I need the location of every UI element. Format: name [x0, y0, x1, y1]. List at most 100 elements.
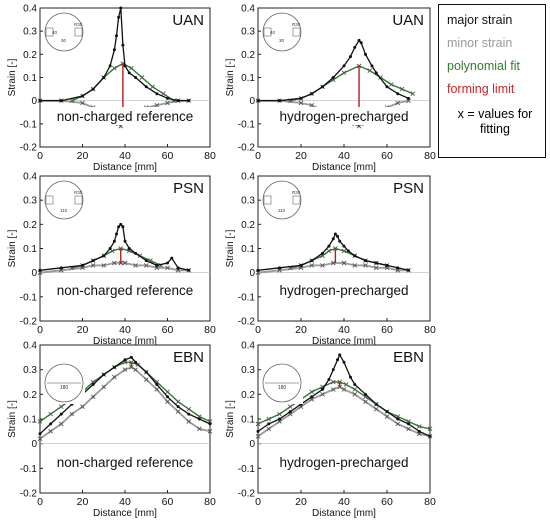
major-strain-point [59, 266, 63, 270]
condition-label: hydrogen-precharged [279, 283, 408, 298]
major-strain-point [91, 259, 95, 263]
major-strain-point [121, 225, 125, 229]
major-strain-point [357, 38, 361, 42]
y-tick-label: -0.2 [238, 143, 256, 154]
major-strain-point [310, 395, 314, 399]
major-strain-point [112, 365, 116, 369]
minor-strain-point [363, 263, 368, 268]
y-tick-label: -0.1 [238, 119, 256, 130]
inset-dimension: 180 [60, 385, 69, 391]
minor-strain-point [80, 404, 85, 409]
y-tick-label: 0.1 [241, 73, 255, 84]
fit-point [326, 248, 332, 254]
major-strain-point [327, 378, 331, 382]
condition-label-bg [46, 281, 204, 299]
x-tick-label: 0 [37, 150, 43, 162]
minor-strain-point [395, 421, 401, 427]
major-strain-point [359, 41, 363, 45]
major-strain-point [117, 15, 121, 19]
y-tick-label: 0.3 [23, 27, 37, 38]
y-axis-label: Strain [-] [225, 58, 236, 96]
major-strain-point [342, 360, 346, 364]
fit-point [266, 416, 272, 422]
specimen-outline [262, 363, 302, 403]
condition-label: non-charged reference [57, 455, 194, 470]
x-tick-label: 20 [295, 496, 307, 508]
x-tick-label: 80 [204, 324, 216, 336]
minor-strain-point [101, 384, 107, 390]
major-strain-point [112, 48, 116, 52]
specimen-notch-left [45, 195, 54, 205]
minor-strain-point [207, 429, 213, 434]
fit-point [112, 65, 117, 71]
major-strain-point [91, 87, 95, 91]
specimen-notch-right [74, 27, 83, 37]
fit-point [58, 404, 64, 409]
major-strain-point [417, 429, 421, 433]
specimen-notch-right [74, 195, 83, 205]
condition-label-bg [264, 281, 424, 299]
fit-point [427, 426, 433, 432]
panel-title: PSN [173, 180, 204, 197]
x-tick-label: 80 [204, 150, 216, 162]
specimen-outline [44, 12, 84, 52]
major-strain-point [134, 360, 138, 364]
y-axis-label: Strain [-] [225, 229, 236, 267]
minor-strain-point [58, 267, 64, 273]
y-tick-label: 0.2 [23, 220, 37, 231]
major-strain-point [353, 254, 357, 258]
major-strain-point [331, 76, 335, 79]
panel-4: -0.2 -0.1 0 0.1 0.2 0.3 0.4 0 20 40 60 80 Distance [… [225, 172, 436, 348]
y-tick-label: 0.3 [23, 196, 37, 207]
y-tick-label: 0.1 [23, 415, 37, 426]
major-strain-point [176, 266, 180, 270]
x-tick-label: 0 [255, 324, 261, 336]
major-strain-point [166, 395, 169, 399]
major-strain-point [278, 417, 281, 421]
major-strain-point [338, 239, 342, 243]
inset-dimension: 40 [270, 30, 276, 35]
minor-strain-point [80, 100, 85, 106]
inset-dimension: 110 [278, 208, 286, 213]
panel-6: -0.2 -0.1 0 0.1 0.2 0.3 0.4 0 20 40 60 80 Distance [… [225, 341, 436, 520]
major-strain-point [117, 225, 121, 229]
minor-strain-point [395, 100, 401, 106]
major-strain-point [333, 232, 337, 236]
x-tick-label: 40 [338, 150, 350, 162]
minor-strain-point [101, 263, 107, 268]
major-strain-point [176, 99, 180, 103]
y-tick-label: -0.2 [238, 317, 256, 328]
fit-point [410, 91, 416, 97]
minor-strain-point [373, 406, 379, 412]
inset-dimension: 30 [61, 38, 67, 43]
specimen-outline [44, 180, 84, 220]
panel-title: UAN [172, 12, 204, 29]
y-axis-label: Strain [-] [225, 400, 236, 438]
major-strain-point [187, 412, 191, 416]
major-strain-point [102, 373, 106, 377]
minor-strain-point [255, 433, 261, 439]
minor-strain-point [143, 263, 149, 268]
major-strain-point [348, 375, 352, 379]
minor-strain-point [384, 414, 390, 419]
condition-label: hydrogen-precharged [279, 109, 408, 124]
x-tick-label: 60 [162, 496, 174, 508]
major-strain-point [342, 244, 346, 248]
major-strain-point [407, 422, 410, 426]
condition-label-bg [264, 453, 424, 471]
minor-strain-point [122, 367, 128, 372]
minor-strain-point [154, 265, 160, 271]
specimen-notch-left [263, 195, 272, 205]
condition-label: non-charged reference [57, 109, 194, 124]
specimen-notch-right [292, 195, 301, 205]
minor-strain-point [175, 409, 181, 414]
y-tick-label: 0 [31, 439, 37, 450]
y-tick-label: 0 [249, 96, 255, 107]
y-tick-label: -0.1 [20, 119, 38, 130]
legend-polynomial-fit: polynomial fit [447, 59, 520, 73]
y-axis-label: Strain [-] [7, 229, 18, 267]
condition-label: hydrogen-precharged [279, 455, 408, 470]
x-tick-label: 0 [37, 324, 43, 336]
